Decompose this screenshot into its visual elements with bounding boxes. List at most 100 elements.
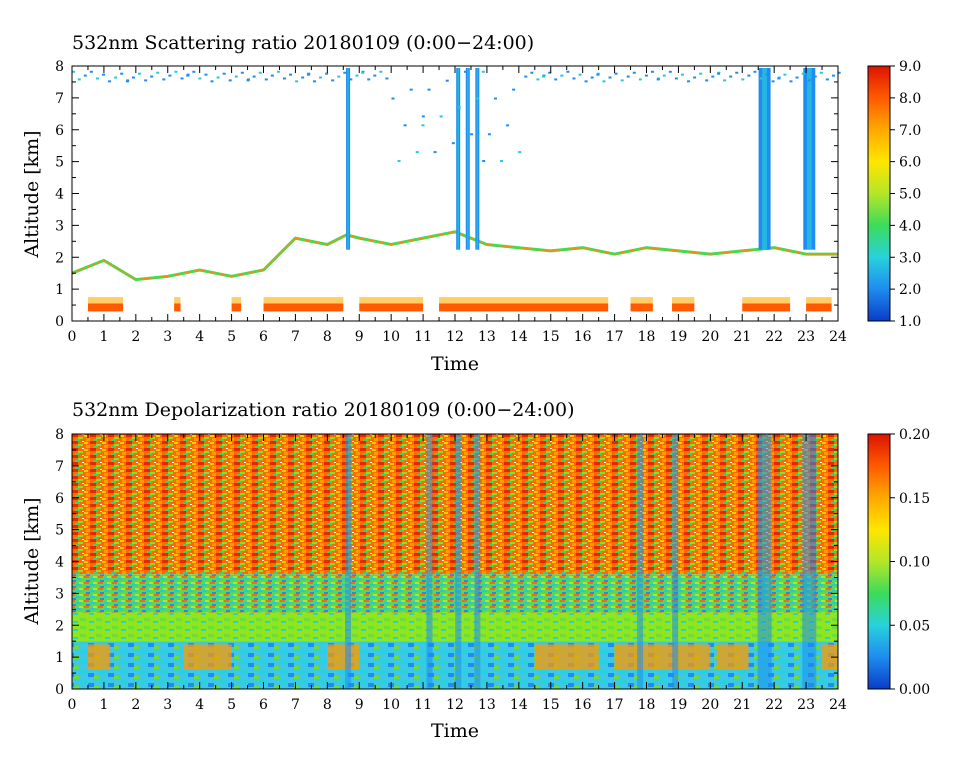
high-speckle: [77, 78, 81, 81]
x-tick-label: 23: [797, 329, 815, 345]
low-layer-band-edge: [87, 297, 124, 304]
high-speckle: [572, 77, 576, 80]
x-tick-label: 21: [733, 329, 751, 345]
y-tick-label: 0: [55, 314, 64, 330]
colorbar-tick-label: 0.00: [899, 682, 930, 698]
panel-depolarization: 532nm Depolarization ratio 20180109 (0:0…: [21, 399, 930, 742]
low-layer-band: [174, 303, 181, 312]
high-speckle: [705, 79, 709, 82]
panel2-y-axis: 0 1 2 3 4 5 6 7 8: [55, 427, 838, 698]
cloud-column-core: [347, 68, 349, 250]
high-speckle: [789, 80, 793, 83]
high-speckle: [747, 74, 751, 77]
high-speckle: [403, 124, 407, 127]
x-tick-label: 4: [195, 329, 204, 345]
low-layer-band: [672, 303, 695, 312]
panel1-x-axis: 0 1 2 3 4 5 6 7 8 9 10 11 12 13 14 15 16 17 18 19 20 21 22 23 24: [68, 66, 847, 345]
high-speckle: [717, 72, 721, 75]
high-speckle: [125, 80, 129, 83]
x-tick-label: 20: [701, 329, 719, 345]
high-speckle: [777, 77, 781, 80]
depol-column: [672, 434, 679, 689]
panel1-colorbar-ticks: 1.0 2.0 3.0 4.0 5.0 6.0 7.0 8.0 9.0: [890, 59, 921, 330]
high-speckle: [439, 115, 443, 118]
panel1-title: 532nm Scattering ratio 20180109 (0:00−24…: [72, 32, 534, 54]
x-tick-label: 7: [291, 329, 300, 345]
high-speckle: [367, 78, 371, 81]
cloud-column-core: [476, 68, 479, 250]
high-speckle: [343, 71, 347, 74]
x-tick-label: 5: [227, 697, 236, 713]
high-speckle: [753, 70, 757, 73]
high-speckle: [771, 80, 775, 83]
cloud-column-core: [806, 68, 812, 250]
high-speckle: [687, 80, 691, 83]
high-speckle: [204, 73, 208, 76]
high-speckle: [349, 78, 353, 81]
high-speckle: [198, 77, 202, 80]
x-tick-label: 18: [638, 697, 656, 713]
high-speckle: [602, 80, 606, 83]
panel1-frame: [71, 65, 839, 322]
high-speckle: [246, 79, 250, 82]
high-speckle: [518, 151, 522, 154]
x-tick-label: 18: [638, 329, 656, 345]
y-tick-label: 1: [55, 650, 64, 666]
low-layer-band: [87, 303, 124, 312]
high-speckle: [102, 73, 106, 76]
panel2-xlabel: Time: [431, 720, 479, 742]
x-tick-label: 3: [163, 329, 172, 345]
colorbar-tick-label: 3.0: [899, 250, 921, 266]
colorbar-tick-label: 4.0: [899, 218, 921, 234]
colorbar-tick-label: 5.0: [899, 187, 921, 203]
high-speckle: [699, 72, 703, 75]
high-speckle: [180, 77, 184, 80]
x-tick-label: 17: [606, 329, 624, 345]
x-tick-label: 12: [446, 329, 464, 345]
high-speckle: [819, 71, 823, 74]
high-speckle: [337, 75, 341, 78]
high-speckle: [108, 80, 112, 83]
high-speckle: [270, 74, 274, 77]
high-speckle: [620, 79, 624, 82]
high-speckle: [723, 79, 727, 82]
high-speckle: [138, 72, 142, 75]
depol-column: [455, 434, 462, 689]
x-tick-label: 1: [99, 329, 108, 345]
high-speckle: [813, 75, 817, 78]
high-speckle: [831, 74, 835, 77]
high-speckle: [668, 70, 672, 73]
x-tick-label: 14: [510, 697, 528, 713]
x-tick-label: 11: [414, 697, 432, 713]
high-speckle: [295, 80, 299, 83]
high-speckle: [693, 76, 697, 79]
colorbar-tick-label: 0.15: [899, 491, 930, 507]
low-layer-band-edge: [359, 297, 424, 304]
depol-column: [802, 434, 817, 689]
high-speckle: [656, 78, 660, 81]
low-layer-band-edge: [630, 297, 653, 304]
y-tick-label: 3: [55, 586, 64, 602]
high-speckle: [421, 124, 425, 127]
high-speckle: [506, 124, 510, 127]
high-speckle: [228, 79, 232, 82]
high-speckle: [168, 74, 172, 77]
high-speckle: [512, 88, 516, 91]
high-speckle: [457, 106, 461, 109]
low-layer-band: [439, 303, 609, 312]
panel2-data-area: [72, 434, 838, 689]
high-speckle: [482, 160, 486, 163]
x-tick-label: 4: [195, 697, 204, 713]
panel2-title: 532nm Depolarization ratio 20180109 (0:0…: [72, 399, 574, 421]
high-speckle: [644, 74, 648, 77]
high-speckle: [548, 71, 552, 74]
x-tick-label: 23: [797, 697, 815, 713]
high-speckle: [493, 97, 497, 100]
y-tick-label: 2: [55, 618, 64, 634]
x-tick-label: 9: [355, 329, 364, 345]
high-speckle: [409, 88, 413, 91]
panel1-colorbar: [867, 65, 891, 322]
high-speckle: [319, 76, 323, 79]
high-speckle: [560, 74, 564, 77]
high-speckle: [608, 76, 612, 79]
